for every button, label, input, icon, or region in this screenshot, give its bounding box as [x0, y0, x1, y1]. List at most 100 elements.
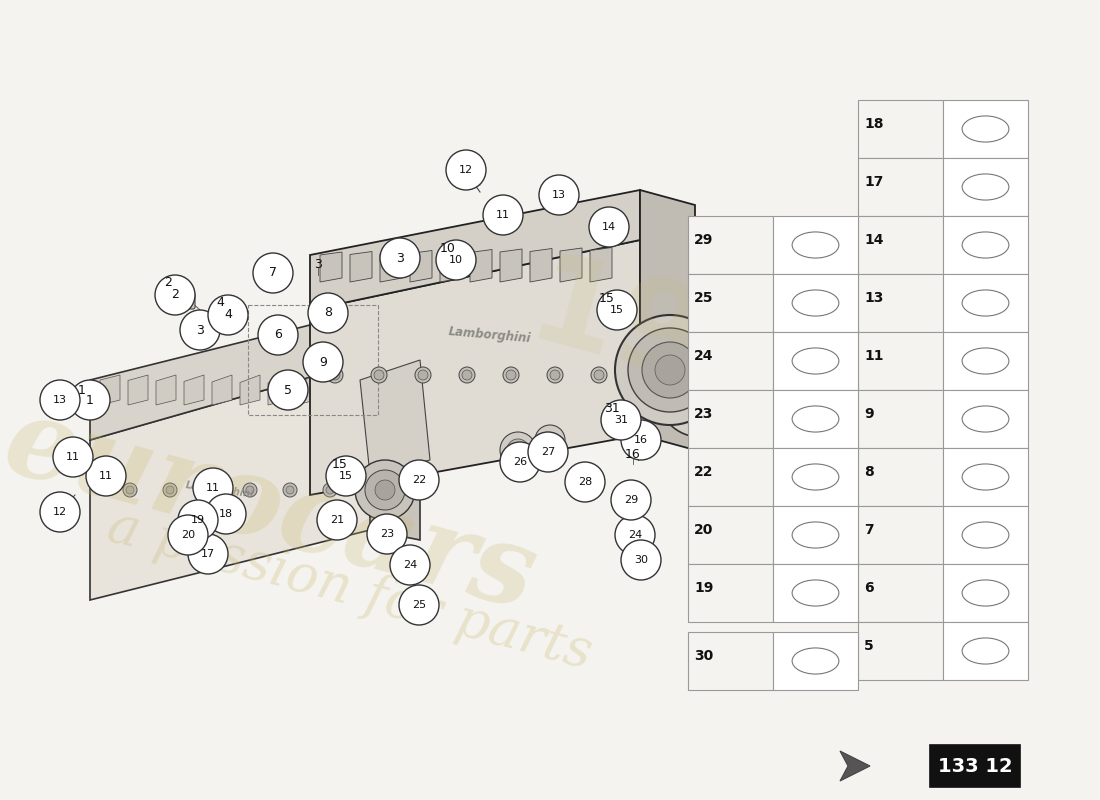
Text: 18: 18: [219, 509, 233, 519]
Circle shape: [323, 483, 337, 497]
FancyBboxPatch shape: [858, 622, 943, 680]
Text: 10: 10: [449, 255, 463, 265]
Polygon shape: [560, 248, 582, 282]
FancyBboxPatch shape: [773, 506, 858, 564]
FancyBboxPatch shape: [943, 274, 1028, 332]
Text: 7: 7: [864, 523, 873, 538]
Text: 23: 23: [379, 529, 394, 539]
Circle shape: [610, 480, 651, 520]
Text: 1: 1: [78, 383, 86, 397]
FancyBboxPatch shape: [773, 216, 858, 274]
Text: 12: 12: [53, 507, 67, 517]
Circle shape: [317, 500, 358, 540]
Circle shape: [206, 494, 246, 534]
Circle shape: [192, 468, 233, 508]
Text: 15: 15: [332, 458, 348, 471]
Text: 6: 6: [864, 582, 873, 595]
Text: 30: 30: [634, 555, 648, 565]
Circle shape: [658, 353, 742, 437]
Text: 13: 13: [864, 291, 883, 306]
Circle shape: [591, 367, 607, 383]
Text: 24: 24: [403, 560, 417, 570]
Circle shape: [155, 275, 195, 315]
Polygon shape: [640, 190, 695, 450]
Text: 23: 23: [694, 407, 714, 422]
Circle shape: [415, 367, 431, 383]
Polygon shape: [156, 375, 176, 405]
Text: 2: 2: [164, 277, 172, 290]
Circle shape: [243, 483, 257, 497]
Text: 1985: 1985: [516, 246, 883, 454]
Text: 28: 28: [578, 477, 592, 487]
Circle shape: [601, 400, 641, 440]
Circle shape: [418, 370, 428, 380]
FancyBboxPatch shape: [688, 564, 773, 622]
Text: 11: 11: [864, 350, 883, 363]
Circle shape: [399, 460, 439, 500]
Circle shape: [621, 420, 661, 460]
Circle shape: [654, 355, 685, 385]
Circle shape: [594, 370, 604, 380]
Circle shape: [507, 439, 529, 461]
Text: 9: 9: [319, 355, 327, 369]
Text: 16: 16: [634, 435, 648, 445]
FancyBboxPatch shape: [173, 293, 195, 309]
FancyBboxPatch shape: [943, 506, 1028, 564]
Circle shape: [436, 240, 476, 280]
Circle shape: [446, 150, 486, 190]
Text: 9: 9: [864, 407, 873, 422]
Polygon shape: [379, 251, 401, 282]
FancyBboxPatch shape: [773, 564, 858, 622]
Text: 20: 20: [180, 530, 195, 540]
Text: 13: 13: [53, 395, 67, 405]
Circle shape: [588, 207, 629, 247]
Text: 6: 6: [274, 329, 282, 342]
FancyBboxPatch shape: [943, 158, 1028, 216]
Circle shape: [258, 315, 298, 355]
Polygon shape: [128, 375, 148, 405]
Circle shape: [725, 340, 815, 430]
FancyBboxPatch shape: [943, 390, 1028, 448]
FancyBboxPatch shape: [688, 632, 773, 690]
Text: 24: 24: [628, 530, 642, 540]
Text: 26: 26: [513, 457, 527, 467]
Text: 14: 14: [864, 234, 883, 247]
Circle shape: [283, 483, 297, 497]
Text: 20: 20: [694, 523, 714, 538]
FancyBboxPatch shape: [463, 166, 482, 179]
Polygon shape: [360, 360, 430, 475]
Text: 2: 2: [172, 289, 179, 302]
FancyBboxPatch shape: [858, 564, 943, 622]
FancyBboxPatch shape: [858, 390, 943, 448]
Text: 29: 29: [624, 495, 638, 505]
Circle shape: [53, 437, 94, 477]
FancyBboxPatch shape: [688, 506, 773, 564]
FancyBboxPatch shape: [943, 448, 1028, 506]
Circle shape: [123, 483, 138, 497]
Circle shape: [621, 540, 661, 580]
Circle shape: [40, 380, 80, 420]
Polygon shape: [530, 249, 552, 282]
Circle shape: [326, 486, 334, 494]
FancyBboxPatch shape: [858, 216, 943, 274]
Text: 3: 3: [196, 323, 204, 337]
Circle shape: [308, 293, 348, 333]
Text: 22: 22: [694, 466, 714, 479]
Circle shape: [126, 486, 134, 494]
Circle shape: [371, 367, 387, 383]
Circle shape: [506, 370, 516, 380]
Circle shape: [390, 545, 430, 585]
Circle shape: [208, 295, 248, 335]
Circle shape: [163, 483, 177, 497]
Circle shape: [268, 370, 308, 410]
Circle shape: [253, 253, 293, 293]
Text: 11: 11: [99, 471, 113, 481]
Polygon shape: [320, 252, 342, 282]
Text: 1: 1: [86, 394, 94, 406]
Text: 24: 24: [694, 350, 714, 363]
Circle shape: [459, 367, 475, 383]
Polygon shape: [590, 247, 612, 282]
Circle shape: [379, 238, 420, 278]
FancyBboxPatch shape: [943, 564, 1028, 622]
Text: 4: 4: [216, 295, 224, 309]
